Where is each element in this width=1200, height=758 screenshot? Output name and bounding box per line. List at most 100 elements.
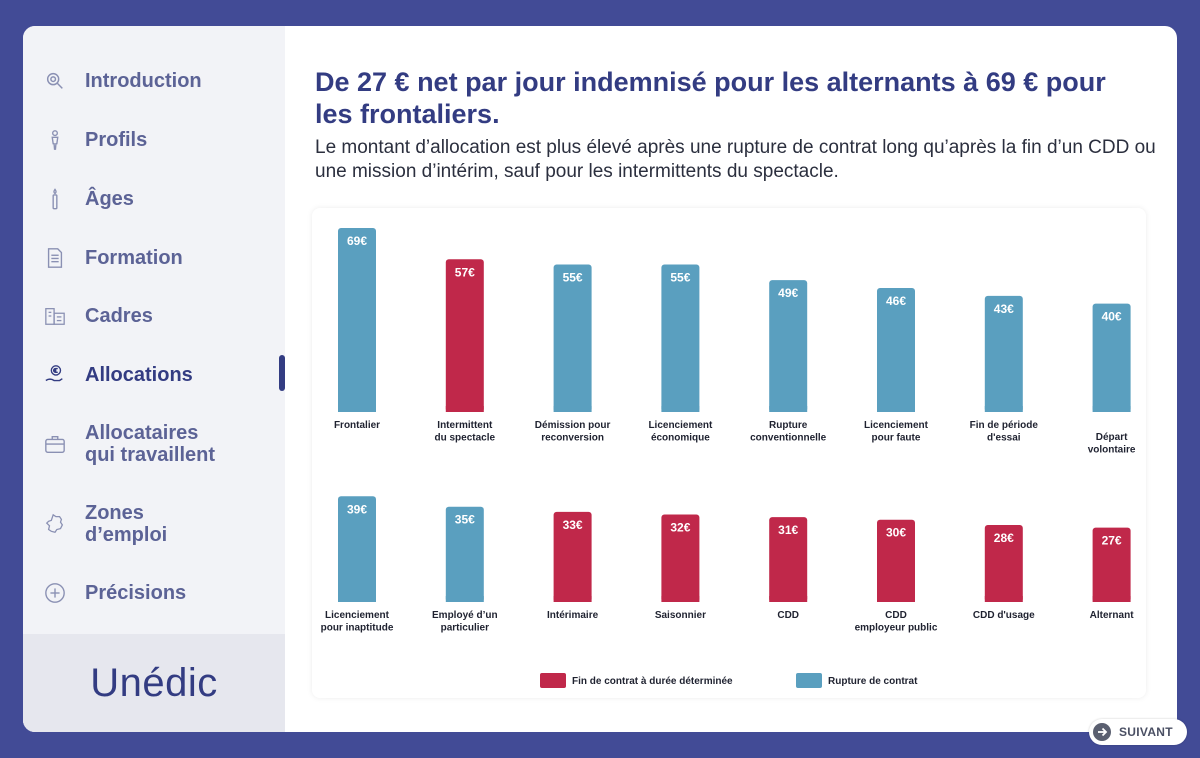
plus-circle-icon bbox=[43, 581, 67, 605]
bar-base bbox=[1092, 406, 1131, 412]
sidebar-item-label: Introduction bbox=[85, 70, 202, 92]
bar-value-label: 33€ bbox=[563, 518, 583, 532]
briefcase-icon bbox=[43, 432, 67, 456]
bar bbox=[769, 517, 808, 602]
sidebar-item-label: Âges bbox=[85, 188, 134, 210]
bar bbox=[338, 228, 376, 412]
category-label: CDD bbox=[885, 610, 907, 621]
bar bbox=[553, 511, 592, 602]
sidebar-item-introduction[interactable]: Introduction bbox=[23, 68, 285, 94]
bar-value-label: 28€ bbox=[994, 531, 1014, 545]
bar-value-label: 31€ bbox=[778, 523, 798, 537]
bar-value-label: 40€ bbox=[1102, 310, 1122, 324]
category-label: Intérimaire bbox=[547, 610, 599, 621]
bar-base bbox=[445, 596, 484, 602]
euro-hand-icon bbox=[43, 363, 67, 387]
bar-base bbox=[338, 406, 376, 412]
bar-value-label: 32€ bbox=[670, 521, 690, 535]
bar-value-label: 55€ bbox=[670, 271, 690, 285]
legend-label: Fin de contrat à durée déterminée bbox=[572, 676, 733, 687]
sidebar-item-label: Formation bbox=[85, 247, 183, 269]
bar-base bbox=[877, 596, 915, 602]
category-label: Alternant bbox=[1090, 610, 1135, 621]
category-label: Licenciement bbox=[325, 610, 390, 621]
bar-base bbox=[661, 596, 700, 602]
sidebar-item-allocataires[interactable]: Allocataires qui travaillent bbox=[23, 422, 285, 466]
france-map-icon bbox=[43, 512, 67, 536]
bar bbox=[661, 264, 700, 412]
bar-chart: 69€ Frontalier 57€ Intermittent du spectacle… bbox=[321, 228, 1136, 688]
bar-value-label: 69€ bbox=[347, 234, 367, 248]
sidebar-item-label: Précisions bbox=[85, 582, 187, 604]
bar bbox=[445, 506, 484, 602]
bar bbox=[661, 514, 700, 602]
bar-base bbox=[553, 596, 592, 602]
sidebar-item-label-line1: Zones bbox=[85, 502, 144, 524]
bar-base bbox=[984, 406, 1023, 412]
sidebar-item-profils[interactable]: Profils bbox=[23, 127, 285, 153]
category-label: Saisonnier bbox=[655, 610, 706, 621]
category-label: du spectacle bbox=[435, 433, 496, 444]
magnifier-icon bbox=[43, 69, 67, 93]
category-label: économique bbox=[651, 433, 710, 444]
arrow-right-icon bbox=[1093, 723, 1111, 741]
bar-value-label: 46€ bbox=[886, 294, 906, 308]
category-label: pour inaptitude bbox=[321, 623, 394, 634]
next-button-label: SUIVANT bbox=[1119, 725, 1173, 739]
next-button[interactable]: SUIVANT bbox=[1089, 719, 1187, 745]
sidebar-item-allocations[interactable]: Allocations bbox=[23, 362, 285, 388]
category-label: pour faute bbox=[872, 433, 921, 444]
bar-base bbox=[984, 596, 1023, 602]
category-label: CDD bbox=[777, 610, 799, 621]
unedic-logo[interactable]: Unédic bbox=[90, 660, 218, 705]
document-icon bbox=[43, 246, 67, 270]
bar bbox=[338, 496, 376, 602]
category-label: Fin de période bbox=[970, 420, 1039, 431]
category-label: Intermittent bbox=[437, 420, 493, 431]
main-card: Introduction Profils Âges Formation Cadr bbox=[23, 26, 1177, 732]
sidebar-item-formation[interactable]: Formation bbox=[23, 245, 285, 271]
category-label: Frontalier bbox=[334, 420, 380, 431]
category-label: CDD d'usage bbox=[973, 610, 1035, 621]
person-icon bbox=[43, 128, 67, 152]
sidebar-item-cadres[interactable]: Cadres bbox=[23, 303, 285, 329]
sidebar-item-label-line2: qui travaillent bbox=[85, 444, 216, 466]
bar-base bbox=[1092, 596, 1131, 602]
legend-swatch bbox=[796, 673, 822, 688]
category-label: Employé d’un bbox=[432, 610, 498, 621]
category-label: d'essai bbox=[987, 433, 1021, 444]
bar bbox=[984, 295, 1023, 412]
bar bbox=[769, 280, 808, 412]
bar-base bbox=[338, 596, 376, 602]
bar bbox=[1092, 527, 1131, 602]
sidebar-item-label: Cadres bbox=[85, 305, 153, 327]
bar-base bbox=[661, 406, 700, 412]
bar bbox=[1092, 303, 1131, 412]
sidebar: Introduction Profils Âges Formation Cadr bbox=[23, 26, 285, 732]
sidebar-item-label: Profils bbox=[85, 129, 148, 151]
bar-base bbox=[769, 406, 808, 412]
bar-base bbox=[445, 406, 484, 412]
bar-base bbox=[877, 406, 915, 412]
page-title: De 27 € net par jour indemnisé pour les … bbox=[315, 67, 1106, 129]
sidebar-item-ages[interactable]: Âges bbox=[23, 186, 285, 212]
sidebar-item-label-line2: d’emploi bbox=[85, 524, 168, 546]
bar-value-label: 55€ bbox=[563, 271, 583, 285]
bar-value-label: 57€ bbox=[455, 265, 475, 279]
sidebar-item-precisions[interactable]: Précisions bbox=[23, 580, 285, 606]
bar bbox=[445, 259, 484, 412]
bar-value-label: 43€ bbox=[994, 302, 1014, 316]
category-label: volontaire bbox=[1088, 445, 1136, 456]
chart-container: 69€ Frontalier 57€ Intermittent du spectacle… bbox=[312, 208, 1146, 698]
bar bbox=[877, 288, 915, 412]
candle-icon bbox=[43, 187, 67, 211]
sidebar-item-zones-emploi[interactable]: Zones d’emploi bbox=[23, 502, 285, 546]
sidebar-item-label-line1: Allocataires bbox=[85, 422, 199, 444]
bar-value-label: 27€ bbox=[1102, 534, 1122, 548]
bar-base bbox=[553, 406, 592, 412]
category-label: Départ bbox=[1096, 432, 1128, 443]
bar bbox=[877, 519, 915, 602]
category-label: conventionnelle bbox=[750, 433, 827, 444]
building-icon bbox=[43, 304, 67, 328]
bar-value-label: 49€ bbox=[778, 286, 798, 300]
